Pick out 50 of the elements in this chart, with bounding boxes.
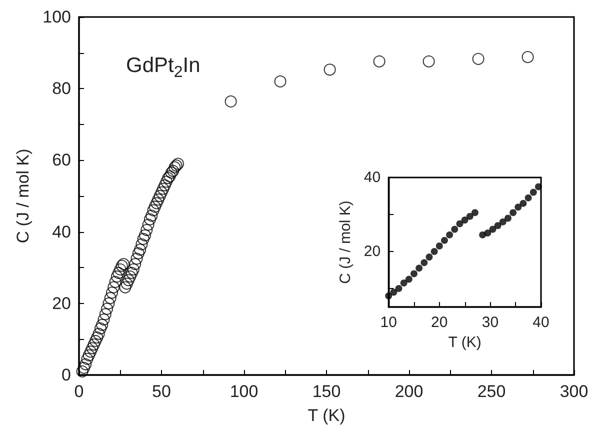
point (426, 254, 433, 261)
point (446, 231, 454, 238)
x-tick-label: 20 (431, 314, 448, 331)
x-tick-label: 100 (230, 382, 258, 401)
x-tick-label: 0 (74, 382, 84, 401)
point (461, 216, 468, 224)
point (456, 220, 464, 228)
y-tick-label: 20 (52, 294, 71, 313)
point (436, 242, 443, 250)
point (499, 218, 506, 226)
point (494, 222, 502, 230)
y-tick-label: 80 (52, 79, 71, 98)
point (534, 183, 542, 190)
point (524, 194, 532, 202)
point (520, 200, 527, 207)
point (420, 259, 428, 266)
x-axis-title: T (K) (308, 406, 346, 425)
point (385, 292, 392, 300)
x-tick-label: 300 (560, 382, 588, 401)
point (430, 248, 438, 255)
point (405, 276, 412, 283)
point (514, 204, 522, 211)
point (484, 230, 492, 236)
y-tick-label: 0 (62, 366, 71, 384)
y-axis-title: C (J / mol K) (337, 200, 354, 284)
x-tick-label: 10 (380, 314, 397, 331)
x-tick-label: 250 (477, 382, 506, 401)
point (451, 226, 458, 233)
point (489, 226, 496, 233)
point (410, 270, 418, 278)
point (510, 209, 517, 216)
point (466, 212, 474, 220)
y-axis-title: C (J / mol K) (14, 148, 33, 244)
x-axis-title: T (K) (448, 334, 482, 351)
point (400, 279, 408, 286)
point (530, 188, 537, 196)
x-tick-label: 200 (394, 382, 424, 401)
point (471, 209, 478, 216)
point (395, 285, 402, 292)
x-tick-label: 50 (152, 382, 171, 401)
y-tick-label: 40 (52, 222, 71, 242)
point (416, 264, 423, 272)
x-tick-label: 40 (532, 314, 550, 331)
point (440, 236, 448, 244)
x-tick-label: 150 (312, 382, 341, 401)
y-tick-label: 60 (52, 150, 71, 170)
x-tick-label: 30 (482, 314, 499, 331)
point (504, 214, 512, 222)
y-tick-label: 100 (42, 8, 71, 26)
point (390, 288, 398, 296)
